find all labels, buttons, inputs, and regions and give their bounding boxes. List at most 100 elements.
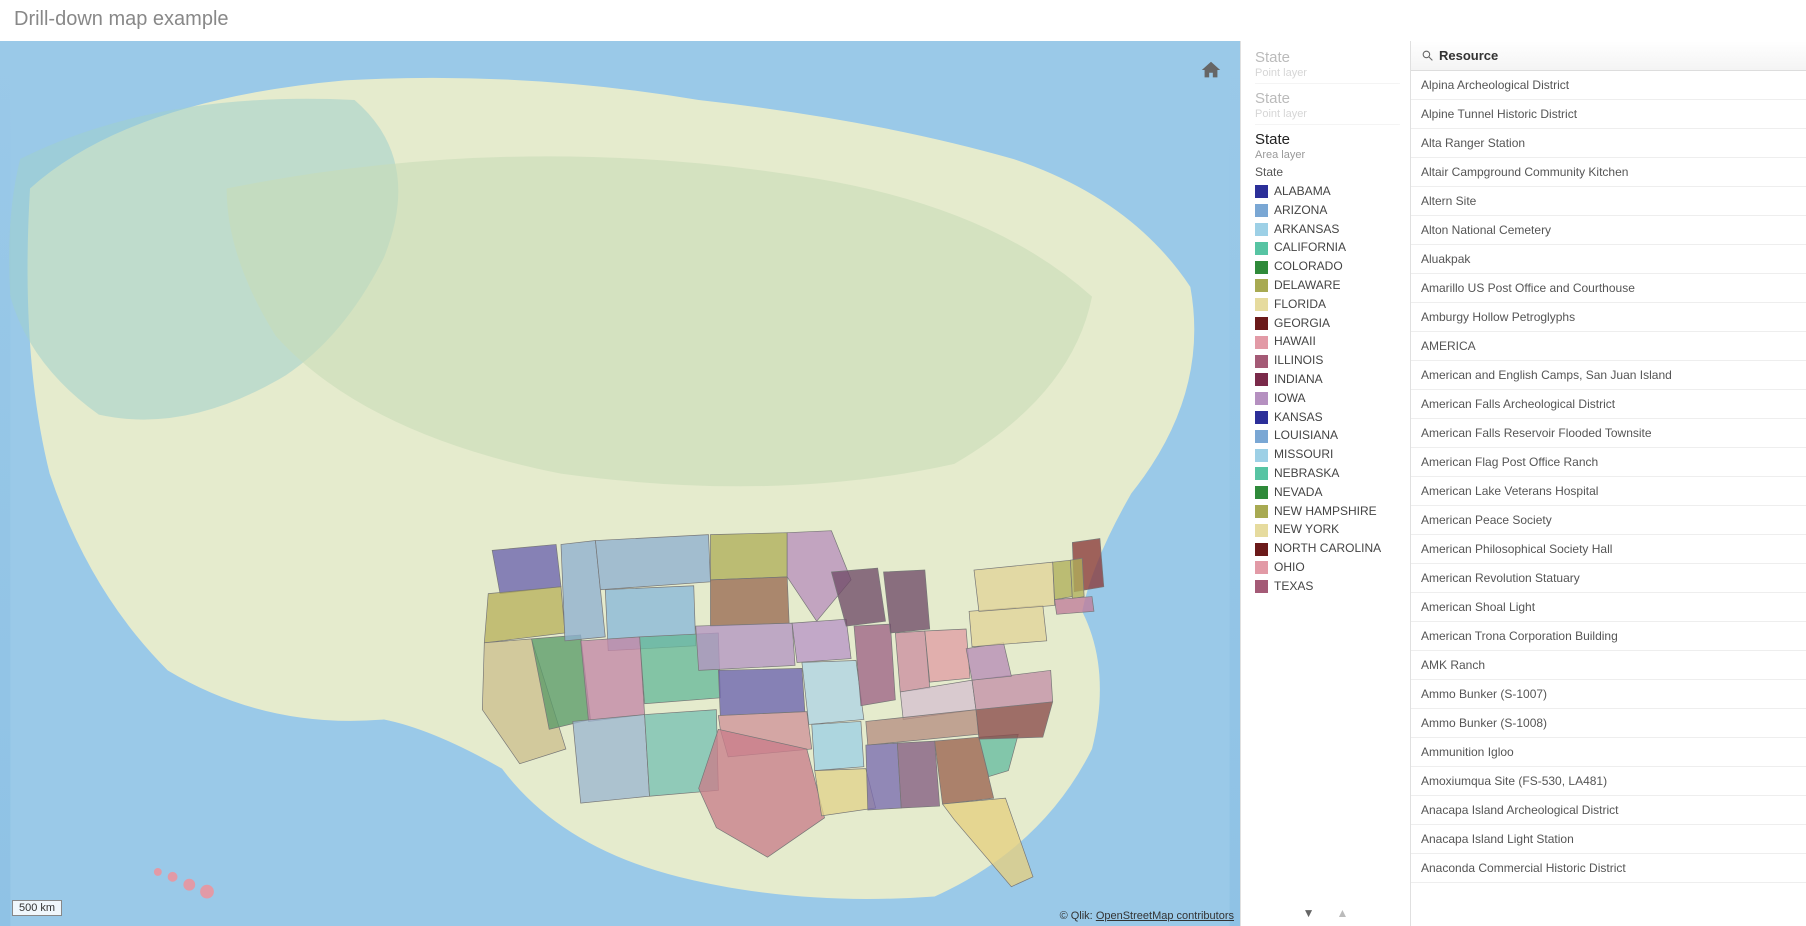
state-southdakota[interactable] xyxy=(710,577,789,626)
state-illinois[interactable] xyxy=(854,624,895,706)
legend-swatch xyxy=(1255,223,1268,236)
state-mississippi[interactable] xyxy=(866,743,901,810)
legend-item[interactable]: HAWAII xyxy=(1255,335,1400,349)
resource-panel: Resource Alpina Archeological DistrictAl… xyxy=(1410,41,1806,926)
resource-item[interactable]: Amarillo US Post Office and Courthouse xyxy=(1411,274,1806,303)
resource-item[interactable]: American Falls Reservoir Flooded Townsit… xyxy=(1411,419,1806,448)
resource-item[interactable]: Alton National Cemetery xyxy=(1411,216,1806,245)
legend-item[interactable]: LOUISIANA xyxy=(1255,429,1400,443)
legend-item-label: INDIANA xyxy=(1274,373,1323,387)
state-newhampshire[interactable] xyxy=(1070,558,1084,598)
legend-title: State xyxy=(1255,131,1400,148)
resource-item[interactable]: Alpine Tunnel Historic District xyxy=(1411,100,1806,129)
resource-item[interactable]: American Lake Veterans Hospital xyxy=(1411,477,1806,506)
resource-list[interactable]: Alpina Archeological DistrictAlpine Tunn… xyxy=(1411,71,1806,926)
state-kansas[interactable] xyxy=(718,668,805,715)
legend-item[interactable]: NEW YORK xyxy=(1255,523,1400,537)
legend-item-label: FLORIDA xyxy=(1274,298,1326,312)
legend-item[interactable]: ALABAMA xyxy=(1255,185,1400,199)
legend-block-disabled: StatePoint layer xyxy=(1255,90,1400,125)
legend-items: ALABAMA ARIZONA ARKANSAS CALIFORNIA COLORADO… xyxy=(1255,183,1400,594)
legend-item[interactable]: COLORADO xyxy=(1255,260,1400,274)
state-pennsylvania[interactable] xyxy=(969,605,1047,646)
resource-item[interactable]: American and English Camps, San Juan Isl… xyxy=(1411,361,1806,390)
resource-item[interactable]: American Shoal Light xyxy=(1411,593,1806,622)
resource-item[interactable]: Amburgy Hollow Petroglyphs xyxy=(1411,303,1806,332)
legend-item[interactable]: KANSAS xyxy=(1255,411,1400,425)
resource-item[interactable]: Alta Ranger Station xyxy=(1411,129,1806,158)
state-ohio[interactable] xyxy=(925,629,970,682)
resource-header-label: Resource xyxy=(1439,48,1498,63)
resource-item[interactable]: Ammo Bunker (S-1007) xyxy=(1411,680,1806,709)
state-massachusetts[interactable] xyxy=(1055,597,1094,615)
legend-item[interactable]: IOWA xyxy=(1255,392,1400,406)
resource-item[interactable]: Amoxiumqua Site (FS-530, LA481) xyxy=(1411,767,1806,796)
legend-item-label: GEORGIA xyxy=(1274,317,1330,331)
resource-item[interactable]: American Trona Corporation Building xyxy=(1411,622,1806,651)
resource-item[interactable]: Ammunition Igloo xyxy=(1411,738,1806,767)
legend-item[interactable]: ARIZONA xyxy=(1255,204,1400,218)
legend-swatch xyxy=(1255,336,1268,349)
legend-item[interactable]: NEVADA xyxy=(1255,486,1400,500)
resource-item[interactable]: Anacapa Island Archeological District xyxy=(1411,796,1806,825)
state-indiana[interactable] xyxy=(895,631,929,692)
state-utah[interactable] xyxy=(581,637,645,722)
state-northdakota[interactable] xyxy=(710,533,787,580)
legend-item[interactable]: INDIANA xyxy=(1255,373,1400,387)
state-iowa[interactable] xyxy=(792,619,851,662)
state-missouri[interactable] xyxy=(802,661,864,725)
resource-item[interactable]: American Flag Post Office Ranch xyxy=(1411,448,1806,477)
state-montana[interactable] xyxy=(595,535,710,590)
legend-swatch xyxy=(1255,204,1268,217)
legend-item[interactable]: CALIFORNIA xyxy=(1255,241,1400,255)
legend-swatch xyxy=(1255,524,1268,537)
home-icon[interactable] xyxy=(1200,59,1222,81)
legend-item-label: NORTH CAROLINA xyxy=(1274,542,1381,556)
legend-item[interactable]: MISSOURI xyxy=(1255,448,1400,462)
legend-item[interactable]: ILLINOIS xyxy=(1255,354,1400,368)
legend-swatch xyxy=(1255,449,1268,462)
resource-item[interactable]: American Falls Archeological District xyxy=(1411,390,1806,419)
state-oregon[interactable] xyxy=(484,587,565,643)
state-vermont[interactable] xyxy=(1053,560,1073,599)
legend-item[interactable]: FLORIDA xyxy=(1255,298,1400,312)
legend-item-label: IOWA xyxy=(1274,392,1306,406)
state-alabama[interactable] xyxy=(897,741,939,808)
resource-item[interactable]: Anacapa Island Light Station xyxy=(1411,825,1806,854)
state-arkansas[interactable] xyxy=(812,721,864,770)
legend-item[interactable]: TEXAS xyxy=(1255,580,1400,594)
state-westvirginia[interactable] xyxy=(966,643,1011,680)
scale-bar: 500 km xyxy=(12,900,62,916)
resource-item[interactable]: American Revolution Statuary xyxy=(1411,564,1806,593)
legend-group: State xyxy=(1255,165,1400,179)
map-viewport[interactable]: 500 km © Qlik: OpenStreetMap contributor… xyxy=(0,41,1240,926)
legend-item-label: OHIO xyxy=(1274,561,1305,575)
legend-item[interactable]: GEORGIA xyxy=(1255,317,1400,331)
legend-item[interactable]: DELAWARE xyxy=(1255,279,1400,293)
legend-item[interactable]: ARKANSAS xyxy=(1255,223,1400,237)
resource-item[interactable]: Altair Campground Community Kitchen xyxy=(1411,158,1806,187)
resource-item[interactable]: AMK Ranch xyxy=(1411,651,1806,680)
legend-item[interactable]: NEW HAMPSHIRE xyxy=(1255,505,1400,519)
state-nebraska[interactable] xyxy=(696,623,795,670)
map-svg xyxy=(0,41,1240,926)
osm-link[interactable]: OpenStreetMap contributors xyxy=(1096,910,1234,922)
resource-item[interactable]: Aluakpak xyxy=(1411,245,1806,274)
legend-item-label: ARKANSAS xyxy=(1274,223,1339,237)
legend-item[interactable]: NORTH CAROLINA xyxy=(1255,542,1400,556)
state-newyork[interactable] xyxy=(974,562,1055,611)
resource-item[interactable]: Alpina Archeological District xyxy=(1411,71,1806,100)
resource-item[interactable]: Anaconda Commercial Historic District xyxy=(1411,854,1806,883)
legend-item[interactable]: NEBRASKA xyxy=(1255,467,1400,481)
state-arizona[interactable] xyxy=(573,715,650,804)
resource-header[interactable]: Resource xyxy=(1411,41,1806,71)
state-michigan[interactable] xyxy=(884,570,930,633)
legend-item[interactable]: OHIO xyxy=(1255,561,1400,575)
resource-item[interactable]: American Philosophical Society Hall xyxy=(1411,535,1806,564)
pager-down-icon[interactable]: ▼ xyxy=(1303,906,1315,920)
resource-item[interactable]: Ammo Bunker (S-1008) xyxy=(1411,709,1806,738)
state-washington[interactable] xyxy=(492,544,561,593)
resource-item[interactable]: AMERICA xyxy=(1411,332,1806,361)
resource-item[interactable]: Altern Site xyxy=(1411,187,1806,216)
resource-item[interactable]: American Peace Society xyxy=(1411,506,1806,535)
